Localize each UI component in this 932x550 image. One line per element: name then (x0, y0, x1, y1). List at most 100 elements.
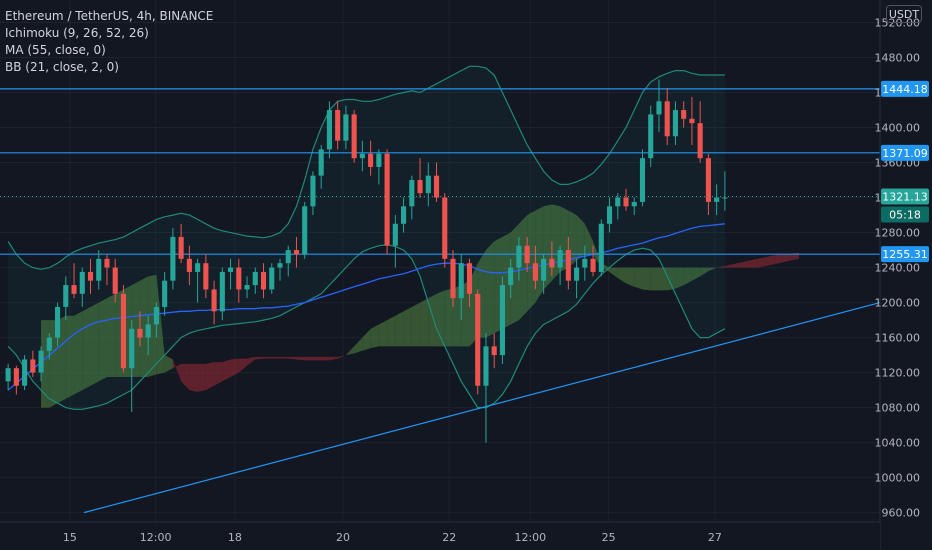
candle (524, 236, 530, 272)
candle-body (186, 258, 192, 272)
candle (129, 320, 135, 412)
cloud-segment (148, 274, 157, 377)
candle-body (137, 328, 143, 338)
price-tick-label: 1240.00 (875, 262, 921, 275)
candle (656, 79, 662, 132)
candle-body (211, 289, 217, 312)
candle (63, 276, 69, 321)
candle (639, 149, 646, 207)
candle-body (557, 250, 563, 268)
candle-body (236, 267, 242, 290)
candle (87, 258, 94, 294)
candle-body (409, 180, 415, 207)
candle-body (433, 175, 440, 198)
candle-body (343, 114, 349, 141)
candle (648, 105, 654, 167)
indicator-legend: Ethereum / TetherUS, 4h, BINANCE Ichimok… (5, 8, 213, 76)
candle (697, 101, 703, 163)
candle-body (30, 359, 36, 373)
candle-body (244, 285, 250, 290)
price-tick-label: 1480.00 (875, 52, 921, 65)
cloud-segment (354, 337, 363, 354)
candle (46, 333, 52, 360)
candle-body (450, 258, 456, 299)
candle (22, 355, 28, 391)
candle (145, 315, 151, 356)
price-tick-label: 1040.00 (875, 437, 921, 450)
bollinger-band-fill (8, 66, 725, 410)
time-tick-label: 25 (602, 531, 616, 544)
cloud-segment (453, 285, 462, 347)
candle-body (598, 223, 604, 272)
price-tick-label: 1080.00 (875, 402, 921, 415)
price-tick-label: 1120.00 (875, 367, 921, 380)
time-axis (0, 522, 880, 550)
bb-legend[interactable]: BB (21, close, 2, 0) (5, 60, 119, 74)
candle (466, 258, 473, 307)
cloud-segment (197, 363, 206, 392)
cloud-segment (650, 267, 659, 291)
candle (112, 258, 118, 303)
currency-button[interactable]: USDT (886, 5, 922, 23)
candle-body (162, 280, 168, 307)
current-price-label: 1321.13 (882, 191, 928, 204)
symbol-title[interactable]: Ethereum / TetherUS, 4h, BINANCE (5, 9, 214, 23)
cloud-segment (741, 260, 750, 268)
candle-body (516, 245, 522, 268)
time-tick-label: 20 (336, 531, 350, 544)
candle (252, 267, 258, 294)
candle (623, 188, 629, 211)
cloud-segment (584, 223, 594, 255)
candle-body (705, 158, 711, 202)
candle-body (656, 101, 662, 115)
ma-legend[interactable]: MA (55, close, 0) (5, 43, 106, 57)
candle (195, 258, 201, 303)
candle (631, 197, 637, 216)
cloud-segment (106, 293, 116, 377)
candle-body (153, 306, 159, 325)
candle (236, 258, 242, 303)
cloud-segment (757, 257, 767, 268)
candle (244, 276, 250, 299)
candle (351, 110, 357, 163)
cloud-segment (420, 298, 429, 347)
cloud-segment (156, 274, 165, 375)
cloud-segment (395, 311, 404, 347)
cloud-segment (700, 267, 709, 277)
candle (417, 158, 423, 198)
candle (664, 88, 670, 146)
candle (475, 289, 481, 395)
candle-body (524, 245, 530, 264)
candle-body (631, 201, 637, 207)
level-price-label-bg (881, 80, 929, 97)
candle-body (203, 263, 209, 290)
candle (532, 245, 538, 290)
cloud-segment (617, 267, 627, 284)
time-tick-label: 12:00 (140, 531, 172, 544)
cloud-segment (139, 276, 149, 377)
price-tick-label: 1000.00 (875, 472, 921, 485)
candle (186, 245, 192, 286)
candle (681, 101, 687, 128)
cloud-segment (428, 293, 437, 347)
candle-body (87, 271, 94, 281)
candle-body (228, 267, 234, 272)
candle (458, 254, 464, 321)
cloud-segment (387, 315, 396, 347)
candle-body (112, 267, 118, 294)
ichimoku-legend[interactable]: Ichimoku (9, 26, 52, 26) (5, 26, 149, 40)
cloud-segment (172, 359, 182, 382)
candle-body (38, 350, 44, 373)
cloud-segment (205, 362, 215, 391)
moving-average-line (7, 223, 725, 391)
cloud-segment (527, 210, 536, 312)
candle-body (425, 175, 431, 194)
candle-body (96, 258, 102, 281)
candle (689, 96, 695, 146)
time-tick-label: 12:00 (514, 531, 546, 544)
cloud-segment (189, 363, 198, 392)
candles (5, 79, 728, 443)
candle (450, 250, 456, 307)
